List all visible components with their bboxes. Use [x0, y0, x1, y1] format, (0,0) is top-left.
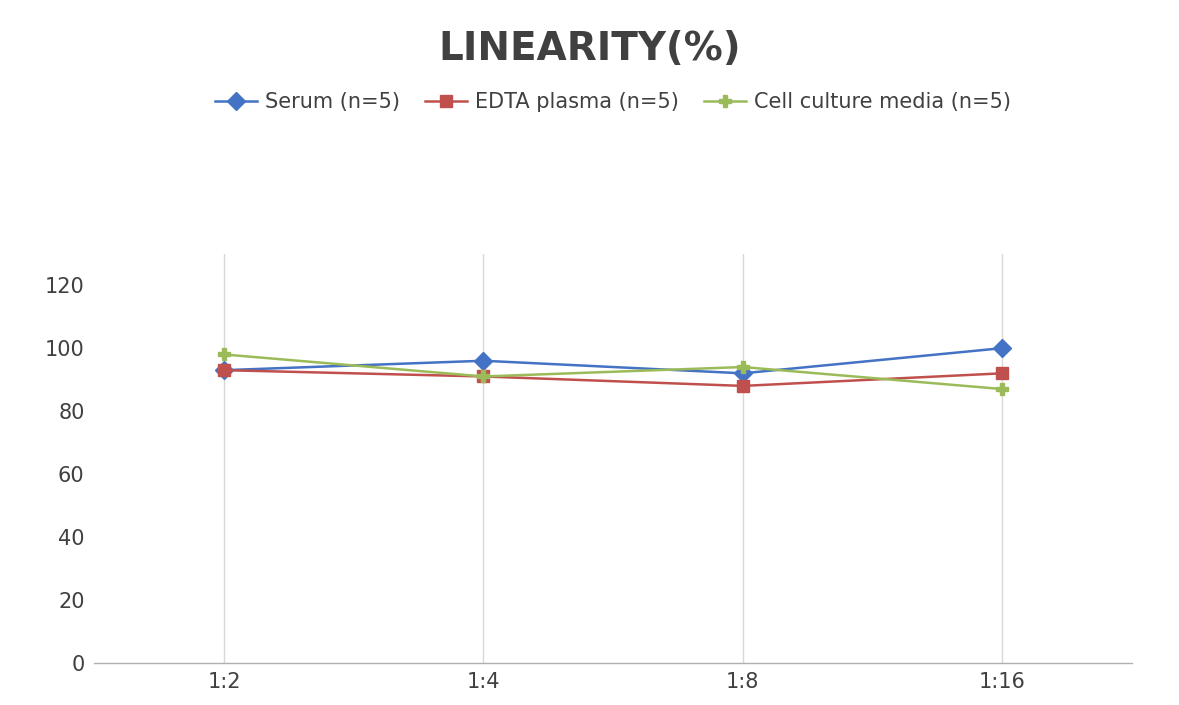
- Line: EDTA plasma (n=5): EDTA plasma (n=5): [218, 364, 1008, 392]
- Cell culture media (n=5): [476, 372, 490, 381]
- EDTA plasma (n=5): [995, 369, 1009, 378]
- Cell culture media (n=5): [217, 350, 231, 359]
- Line: Serum (n=5): Serum (n=5): [218, 342, 1008, 379]
- Text: LINEARITY(%): LINEARITY(%): [439, 30, 740, 68]
- EDTA plasma (n=5): [736, 381, 750, 390]
- Cell culture media (n=5): [995, 385, 1009, 393]
- Serum (n=5): [217, 366, 231, 374]
- Legend: Serum (n=5), EDTA plasma (n=5), Cell culture media (n=5): Serum (n=5), EDTA plasma (n=5), Cell cul…: [215, 92, 1012, 113]
- Cell culture media (n=5): [736, 363, 750, 372]
- Serum (n=5): [995, 344, 1009, 352]
- Serum (n=5): [736, 369, 750, 378]
- EDTA plasma (n=5): [217, 366, 231, 374]
- Serum (n=5): [476, 357, 490, 365]
- Line: Cell culture media (n=5): Cell culture media (n=5): [218, 348, 1008, 396]
- EDTA plasma (n=5): [476, 372, 490, 381]
